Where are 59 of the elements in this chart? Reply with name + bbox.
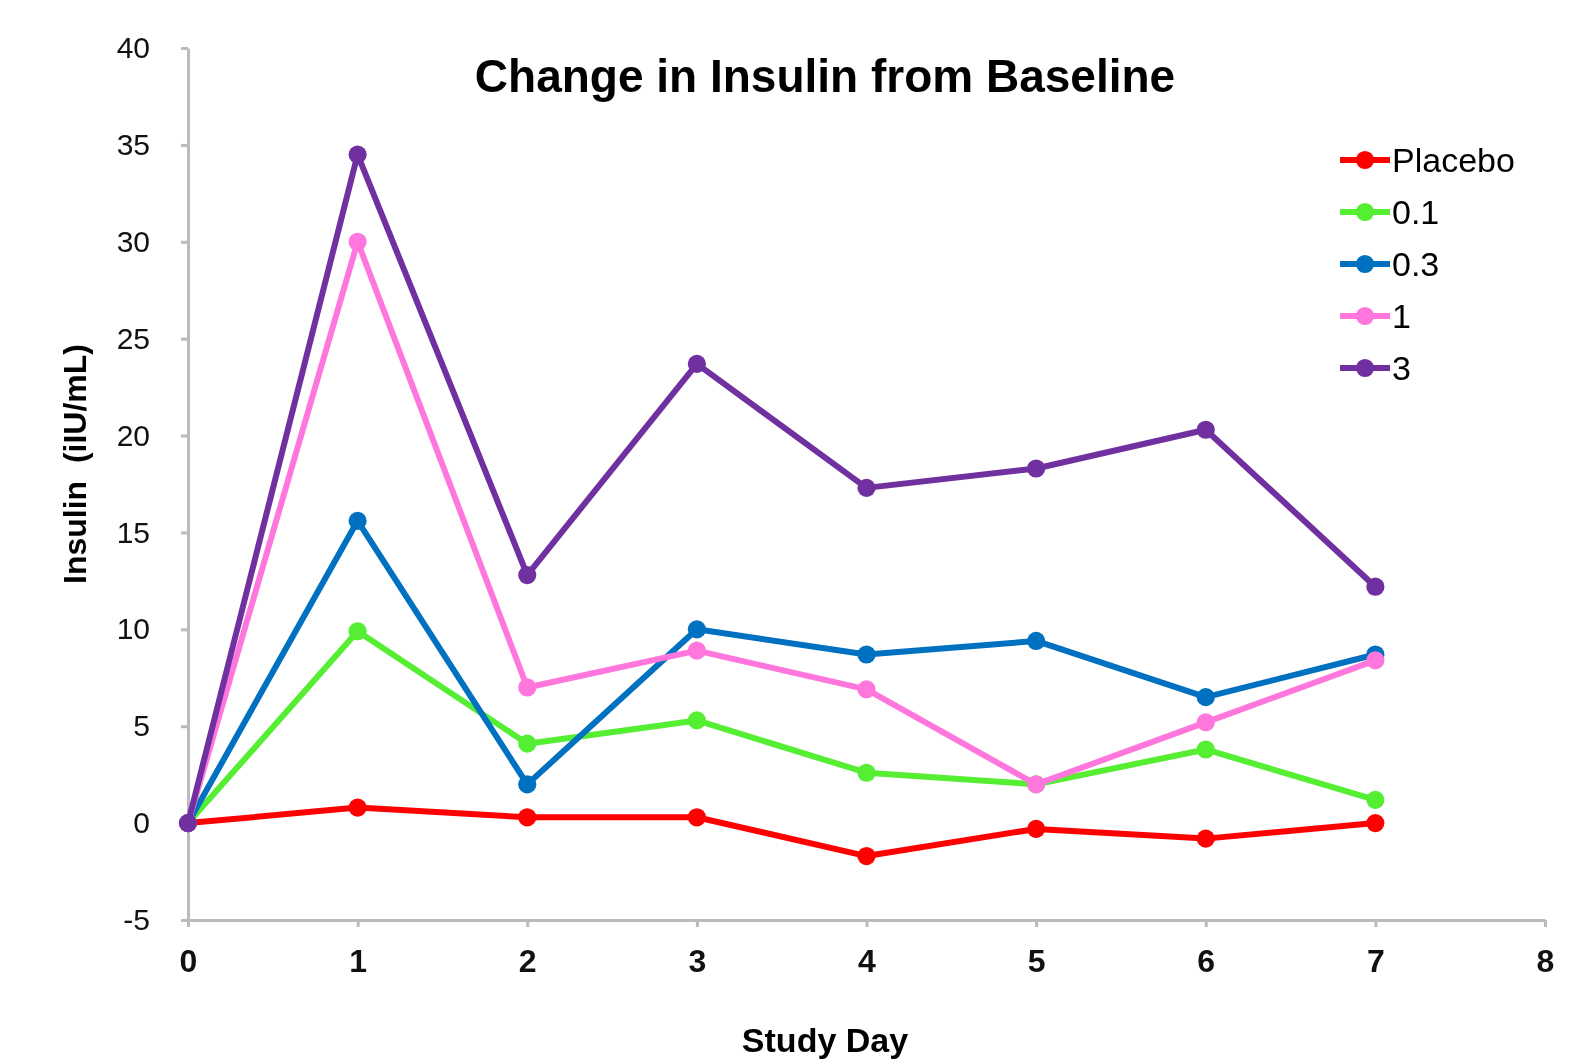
y-tick-label: 15: [116, 515, 150, 549]
point: [1196, 420, 1215, 439]
legend-label: 0.1: [1392, 192, 1440, 231]
point: [687, 354, 706, 373]
point: [857, 645, 876, 664]
point: [1366, 790, 1385, 809]
x-tick-label: 2: [518, 942, 537, 979]
y-tick-label: -5: [123, 903, 150, 937]
x-tick-label: 6: [1197, 942, 1216, 979]
point: [348, 622, 367, 641]
point: [687, 808, 706, 827]
point: [348, 511, 367, 530]
point: [1196, 829, 1215, 848]
y-tick-label: 40: [116, 31, 150, 65]
y-tick-label: 35: [116, 127, 150, 161]
point: [348, 798, 367, 817]
x-tick-label: 3: [688, 942, 707, 979]
point: [1196, 713, 1215, 732]
point: [518, 678, 537, 697]
point: [518, 734, 537, 753]
legend-label: Placebo: [1392, 140, 1515, 179]
point: [1366, 814, 1385, 833]
point: [1196, 688, 1215, 707]
point: [687, 711, 706, 730]
legend-label: 0.3: [1392, 244, 1440, 283]
y-tick-label: 10: [116, 612, 150, 646]
y-axis-title: Insulin (iIU/mL): [57, 344, 93, 584]
x-tick-label: 8: [1536, 942, 1555, 979]
point: [687, 620, 706, 639]
point: [1027, 819, 1046, 838]
point: [1027, 631, 1046, 651]
y-tick-label: 0: [133, 806, 150, 840]
point: [348, 232, 367, 251]
point: [857, 763, 876, 782]
point: [857, 478, 876, 497]
point: [1196, 740, 1215, 759]
legend-label: 3: [1392, 348, 1411, 387]
point: [857, 846, 876, 866]
point: [518, 566, 537, 585]
point: [857, 680, 876, 699]
point: [518, 775, 537, 794]
x-tick-label: 4: [858, 942, 877, 979]
y-tick-label: 25: [116, 321, 150, 355]
y-tick-label: 30: [116, 224, 150, 258]
chart-title: Change in Insulin from Baseline: [474, 50, 1176, 102]
point: [348, 145, 367, 164]
x-tick-label: 7: [1366, 942, 1385, 979]
point: [687, 641, 706, 660]
legend-label: 1: [1392, 296, 1411, 335]
x-tick-label: 0: [179, 942, 198, 979]
point: [1366, 577, 1385, 596]
point: [1027, 459, 1046, 478]
x-tick-label: 1: [349, 942, 368, 979]
x-axis-title: Study Day: [741, 1021, 909, 1059]
x-tick-label: 5: [1027, 942, 1046, 979]
y-tick-label: 5: [133, 709, 150, 743]
point: [518, 808, 537, 827]
y-tick-label: 20: [116, 418, 150, 452]
point: [1366, 651, 1385, 670]
